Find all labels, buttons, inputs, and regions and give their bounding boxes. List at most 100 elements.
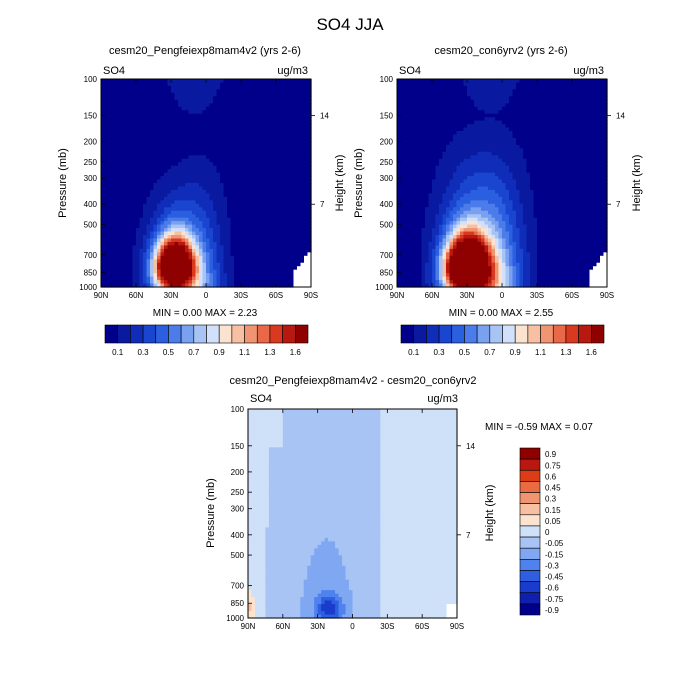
- contour-cell: [125, 141, 130, 146]
- contour-cell: [223, 241, 228, 246]
- contour-cell: [104, 259, 109, 264]
- contour-cell: [400, 96, 405, 101]
- contour-cell: [115, 158, 120, 163]
- contour-cell: [174, 283, 179, 288]
- contour-cell: [248, 127, 253, 132]
- contour-cell: [467, 124, 472, 129]
- contour-cell: [171, 241, 176, 246]
- contour-cell: [269, 235, 274, 240]
- contour-cell: [304, 241, 309, 246]
- contour-cell: [199, 283, 204, 288]
- contour-cell: [153, 106, 158, 111]
- contour-cell: [425, 176, 430, 181]
- contour-cell: [307, 158, 312, 163]
- contour-cell: [125, 158, 130, 163]
- contour-cell: [164, 117, 169, 122]
- contour-cell: [439, 214, 444, 219]
- contour-cell: [397, 207, 402, 212]
- contour-cell: [181, 200, 186, 205]
- contour-cell: [202, 169, 207, 174]
- contour-cell: [181, 207, 186, 212]
- contour-cell: [411, 85, 416, 90]
- contour-cell: [111, 276, 116, 281]
- contour-cell: [300, 172, 305, 177]
- contour-cell: [425, 214, 430, 219]
- contour-cell: [290, 82, 295, 87]
- contour-cell: [146, 203, 151, 208]
- contour-cell: [157, 158, 162, 163]
- contour-cell: [150, 106, 155, 111]
- contour-cell: [449, 144, 454, 149]
- contour-cell: [104, 276, 109, 281]
- contour-cell: [195, 144, 200, 149]
- contour-cell: [421, 89, 426, 94]
- contour-cell: [407, 248, 412, 253]
- contour-cell: [460, 148, 465, 153]
- contour-cell: [171, 269, 176, 274]
- contour-cell: [290, 186, 295, 191]
- contour-cell: [202, 259, 207, 264]
- contour-cell: [213, 162, 218, 167]
- contour-cell: [181, 82, 186, 87]
- contour-cell: [122, 169, 127, 174]
- contour-cell: [185, 155, 190, 160]
- contour-cell: [118, 238, 123, 243]
- contour-cell: [206, 106, 211, 111]
- contour-cell: [262, 172, 267, 177]
- contour-cell: [230, 189, 235, 194]
- contour-cell: [446, 96, 451, 101]
- contour-cell: [118, 106, 123, 111]
- contour-cell: [435, 82, 440, 87]
- contour-cell: [269, 189, 274, 194]
- contour-cell: [115, 273, 120, 278]
- contour-cell: [297, 124, 302, 129]
- contour-cell: [157, 276, 162, 281]
- contour-cell: [213, 148, 218, 153]
- contour-cell: [174, 214, 179, 219]
- contour-cell: [241, 248, 246, 253]
- contour-cell: [449, 120, 454, 125]
- contour-cell: [251, 245, 256, 250]
- contour-cell: [248, 183, 253, 188]
- contour-cell: [146, 252, 151, 257]
- contour-cell: [139, 155, 144, 160]
- contour-cell: [265, 120, 270, 125]
- contour-cell: [300, 79, 305, 84]
- contour-cell: [421, 158, 426, 163]
- contour-cell: [101, 127, 106, 132]
- contour-cell: [188, 134, 193, 139]
- contour-cell: [178, 186, 183, 191]
- contour-cell: [188, 273, 193, 278]
- contour-cell: [407, 137, 412, 142]
- contour-cell: [230, 120, 235, 125]
- contour-cell: [234, 103, 239, 108]
- contour-cell: [157, 113, 162, 118]
- contour-cell: [216, 269, 221, 274]
- contour-cell: [244, 186, 249, 191]
- contour-cell: [111, 259, 116, 264]
- contour-cell: [157, 103, 162, 108]
- contour-cell: [418, 103, 423, 108]
- contour-cell: [272, 148, 277, 153]
- contour-cell: [418, 96, 423, 101]
- contour-cell: [244, 158, 249, 163]
- contour-cell: [262, 228, 267, 233]
- contour-cell: [297, 241, 302, 246]
- contour-cell: [181, 137, 186, 142]
- contour-cell: [467, 224, 472, 229]
- contour-cell: [258, 255, 263, 260]
- contour-cell: [446, 248, 451, 253]
- contour-cell: [174, 162, 179, 167]
- contour-cell: [160, 134, 165, 139]
- contour-cell: [463, 269, 468, 274]
- contour-cell: [428, 217, 433, 222]
- contour-cell: [400, 82, 405, 87]
- contour-cell: [456, 134, 461, 139]
- contour-cell: [432, 266, 437, 271]
- contour-cell: [164, 155, 169, 160]
- contour-cell: [188, 137, 193, 142]
- contour-cell: [230, 228, 235, 233]
- contour-cell: [414, 238, 419, 243]
- contour-cell: [237, 137, 242, 142]
- y-tick-label: 250: [84, 158, 98, 167]
